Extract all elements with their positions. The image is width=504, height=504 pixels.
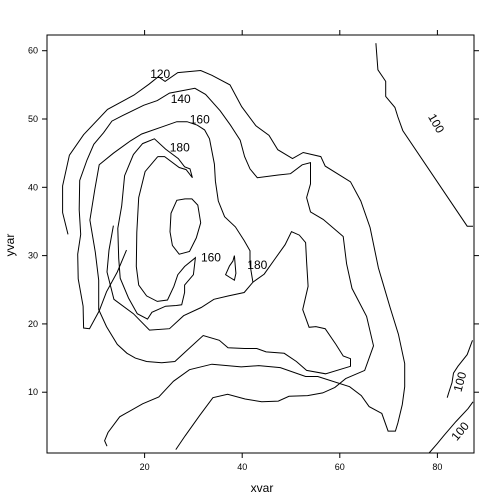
y-tick-label: 30 [28,251,38,261]
contour-label: 120 [150,67,170,81]
contour-lines [62,43,474,454]
contour-label: 140 [171,92,191,106]
y-axis-title: yvar [3,234,17,257]
contour-label: 160 [190,113,210,127]
axis-ticks [42,30,479,458]
x-tick-label: 20 [140,462,150,472]
contour-label: 100 [448,419,472,444]
y-tick-label: 20 [28,319,38,329]
contour-line-100 [428,401,474,454]
contour-label: 100 [425,111,447,136]
y-tick-label: 50 [28,114,38,124]
y-tick-label: 10 [28,387,38,397]
x-tick-label: 40 [237,462,247,472]
y-tick-label: 40 [28,182,38,192]
contour-line-100 [375,43,473,227]
contour-line-140 [77,87,375,450]
x-tick-label: 60 [335,462,345,472]
contour-line-180 [224,255,237,281]
y-tick-label: 60 [28,46,38,56]
plot-frame [46,34,475,454]
contour-label: 160 [201,251,221,265]
x-axis-title: xvar [251,481,274,495]
contour-label: 180 [170,141,190,155]
contour-line-160 [89,121,351,375]
contour-line-100 [446,340,473,398]
contour-line-180 [117,138,197,320]
contour-line-120 [62,69,406,447]
axis-tick-labels: 20 40 60 80 10 20 30 40 50 60 [28,46,442,472]
x-tick-label: 80 [432,462,442,472]
contour-label: 180 [247,258,267,272]
contour-label: 100 [451,370,470,393]
contour-line-160 [169,198,202,255]
